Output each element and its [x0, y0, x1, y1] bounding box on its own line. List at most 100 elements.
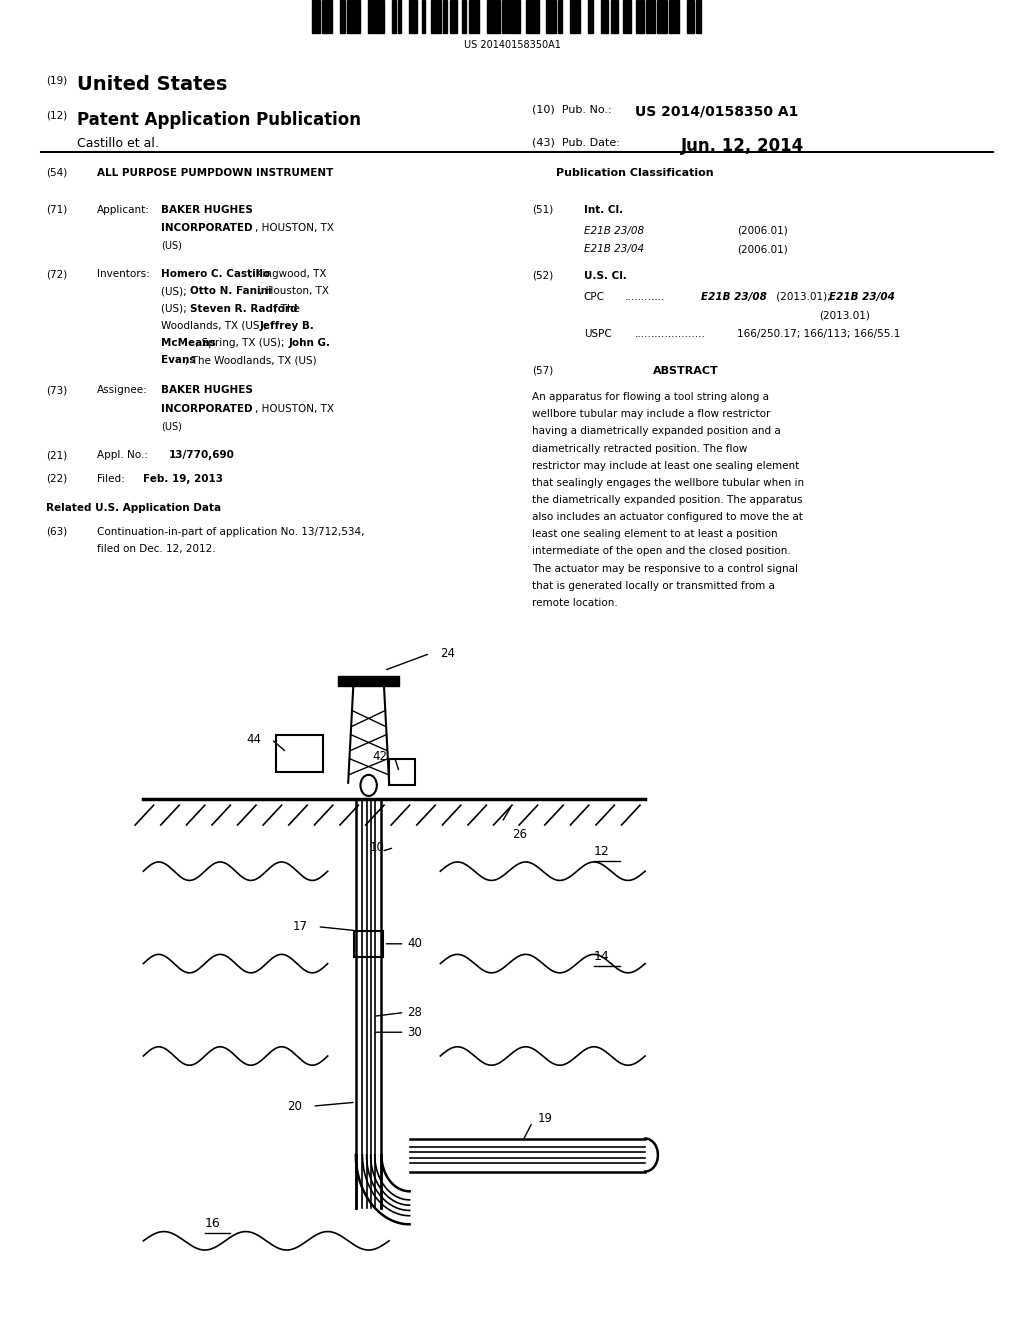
Text: US 20140158350A1: US 20140158350A1	[464, 40, 560, 50]
Text: BAKER HUGHES: BAKER HUGHES	[161, 205, 253, 215]
Bar	[325, 0, 333, 33]
Text: Related U.S. Application Data: Related U.S. Application Data	[45, 503, 221, 513]
Bar	[340, 0, 342, 33]
Bar	[389, 759, 415, 785]
Text: diametrically retracted position. The flow: diametrically retracted position. The fl…	[532, 444, 748, 454]
Bar	[312, 0, 321, 33]
Text: Inventors:: Inventors:	[97, 269, 151, 280]
Bar	[504, 0, 506, 33]
Text: The actuator may be responsive to a control signal: The actuator may be responsive to a cont…	[532, 564, 799, 574]
Text: U.S. Cl.: U.S. Cl.	[584, 271, 627, 281]
Text: ALL PURPOSE PUMPDOWN INSTRUMENT: ALL PURPOSE PUMPDOWN INSTRUMENT	[97, 168, 334, 178]
Bar	[696, 0, 701, 33]
Text: Jeffrey B.: Jeffrey B.	[259, 321, 314, 331]
Text: wellbore tubular may include a flow restrictor: wellbore tubular may include a flow rest…	[532, 409, 771, 420]
Text: (21): (21)	[46, 450, 68, 461]
Bar	[515, 0, 520, 33]
Text: , The Woodlands, TX (US): , The Woodlands, TX (US)	[185, 355, 317, 366]
Bar	[462, 0, 465, 33]
Bar	[414, 0, 417, 33]
Text: E21B 23/04: E21B 23/04	[584, 244, 644, 255]
Bar	[452, 0, 457, 33]
Text: least one sealing element to at least a position: least one sealing element to at least a …	[532, 529, 778, 540]
Text: 42: 42	[372, 750, 387, 763]
Bar	[424, 0, 426, 33]
Text: 13/770,690: 13/770,690	[169, 450, 234, 461]
Bar	[368, 0, 376, 33]
Bar	[612, 0, 617, 33]
Text: 26: 26	[512, 828, 527, 841]
Text: , Kingwood, TX: , Kingwood, TX	[249, 269, 327, 280]
Text: (US): (US)	[161, 421, 181, 432]
Text: having a diametrically expanded position and a: having a diametrically expanded position…	[532, 426, 781, 437]
Text: 28: 28	[408, 1006, 423, 1019]
Bar	[422, 0, 424, 33]
Text: , Spring, TX (US);: , Spring, TX (US);	[196, 338, 288, 348]
Text: E21B 23/08: E21B 23/08	[701, 292, 767, 302]
Text: Otto N. Fanini: Otto N. Fanini	[190, 286, 272, 297]
Text: 12: 12	[594, 845, 609, 858]
Bar	[409, 0, 414, 33]
Text: (2013.01);: (2013.01);	[773, 292, 835, 302]
Text: (63): (63)	[46, 527, 68, 537]
Text: (71): (71)	[46, 205, 68, 215]
Text: (10)  Pub. No.:: (10) Pub. No.:	[532, 104, 620, 115]
Text: 10: 10	[370, 841, 385, 854]
Text: Jun. 12, 2014: Jun. 12, 2014	[681, 137, 804, 156]
Text: 40: 40	[408, 937, 423, 950]
Bar	[465, 0, 466, 33]
Text: CPC: CPC	[584, 292, 605, 302]
Text: (43)  Pub. Date:: (43) Pub. Date:	[532, 137, 621, 148]
Bar	[391, 0, 393, 33]
Bar	[657, 0, 665, 33]
Text: INCORPORATED: INCORPORATED	[161, 404, 252, 414]
Text: (57): (57)	[532, 366, 554, 376]
Text: , Houston, TX: , Houston, TX	[259, 286, 329, 297]
Text: 44: 44	[246, 733, 261, 746]
Bar	[322, 0, 325, 33]
Text: Assignee:: Assignee:	[97, 385, 148, 396]
Bar	[355, 0, 360, 33]
Text: (73): (73)	[46, 385, 68, 396]
Text: .....................: .....................	[635, 329, 706, 339]
Text: (54): (54)	[46, 168, 68, 178]
Bar	[450, 0, 452, 33]
Bar	[670, 0, 671, 33]
Bar	[687, 0, 692, 33]
Text: (2006.01): (2006.01)	[737, 244, 788, 255]
Text: intermediate of the open and the closed position.: intermediate of the open and the closed …	[532, 546, 792, 557]
Text: remote location.: remote location.	[532, 598, 618, 609]
Bar	[647, 0, 655, 33]
Text: McMeans: McMeans	[161, 338, 215, 348]
Text: 30: 30	[408, 1026, 422, 1039]
Bar	[507, 0, 515, 33]
Text: Applicant:: Applicant:	[97, 205, 151, 215]
Text: (51): (51)	[532, 205, 554, 215]
Bar	[525, 0, 534, 33]
Text: filed on Dec. 12, 2012.: filed on Dec. 12, 2012.	[97, 544, 216, 554]
Text: E21B 23/08: E21B 23/08	[584, 226, 644, 236]
Text: Homero C. Castillo: Homero C. Castillo	[161, 269, 270, 280]
Text: INCORPORATED: INCORPORATED	[161, 223, 252, 234]
Bar	[393, 0, 396, 33]
Bar	[558, 0, 559, 33]
Bar	[347, 0, 355, 33]
Bar	[443, 0, 444, 33]
Text: 166/250.17; 166/113; 166/55.1: 166/250.17; 166/113; 166/55.1	[737, 329, 901, 339]
Text: 20: 20	[287, 1100, 302, 1113]
Bar	[431, 0, 436, 33]
Bar	[338, 676, 399, 686]
Text: , HOUSTON, TX: , HOUSTON, TX	[255, 404, 334, 414]
Text: restrictor may include at least one sealing element: restrictor may include at least one seal…	[532, 461, 800, 471]
Bar	[354, 931, 383, 957]
Text: Castillo et al.: Castillo et al.	[77, 137, 159, 150]
Text: , HOUSTON, TX: , HOUSTON, TX	[255, 223, 334, 234]
Text: Filed:: Filed:	[97, 474, 125, 484]
Text: Feb. 19, 2013: Feb. 19, 2013	[143, 474, 223, 484]
Bar	[639, 0, 644, 33]
Text: An apparatus for flowing a tool string along a: An apparatus for flowing a tool string a…	[532, 392, 769, 403]
Text: ABSTRACT: ABSTRACT	[653, 366, 719, 376]
Text: (2013.01): (2013.01)	[819, 310, 870, 321]
Bar	[591, 0, 594, 33]
Bar	[397, 0, 399, 33]
